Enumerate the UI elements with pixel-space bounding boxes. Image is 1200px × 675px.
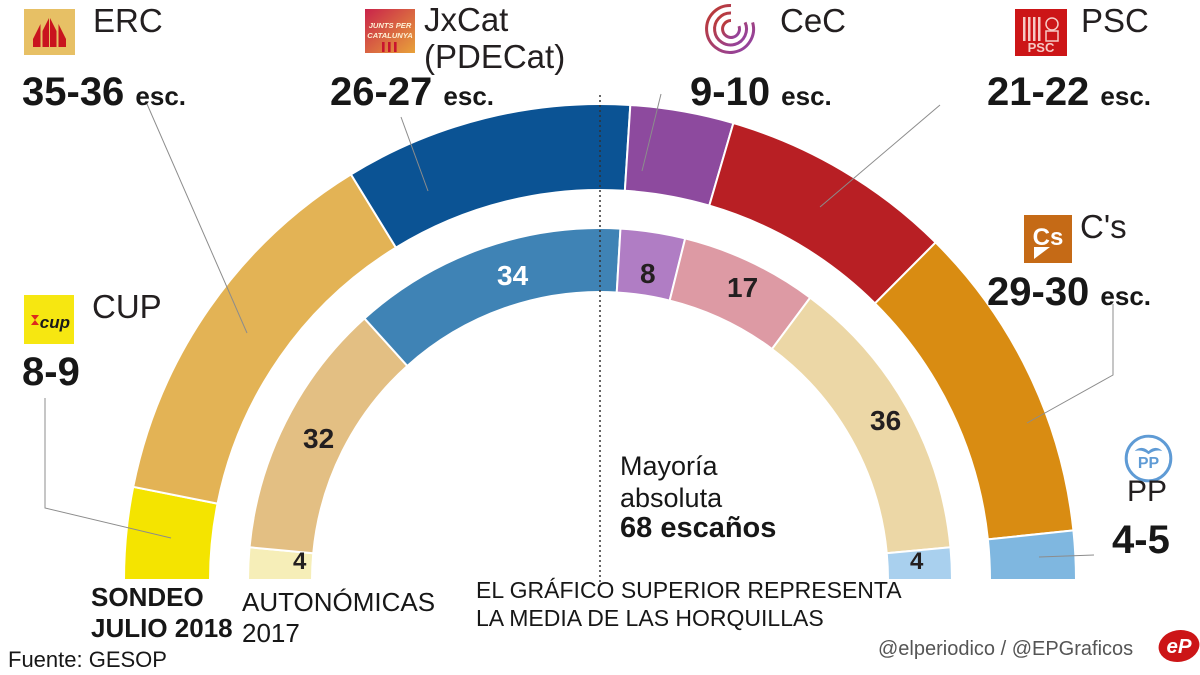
svg-text:CATALUNYA: CATALUNYA	[367, 31, 413, 40]
svg-text:eP: eP	[1166, 635, 1191, 658]
svg-text:Cs: Cs	[1033, 224, 1064, 251]
svg-text:PSC: PSC	[1028, 40, 1055, 55]
svg-text:PP: PP	[1138, 455, 1160, 472]
svg-text:cup: cup	[40, 313, 70, 332]
svg-text:JUNTS PER: JUNTS PER	[369, 21, 412, 30]
